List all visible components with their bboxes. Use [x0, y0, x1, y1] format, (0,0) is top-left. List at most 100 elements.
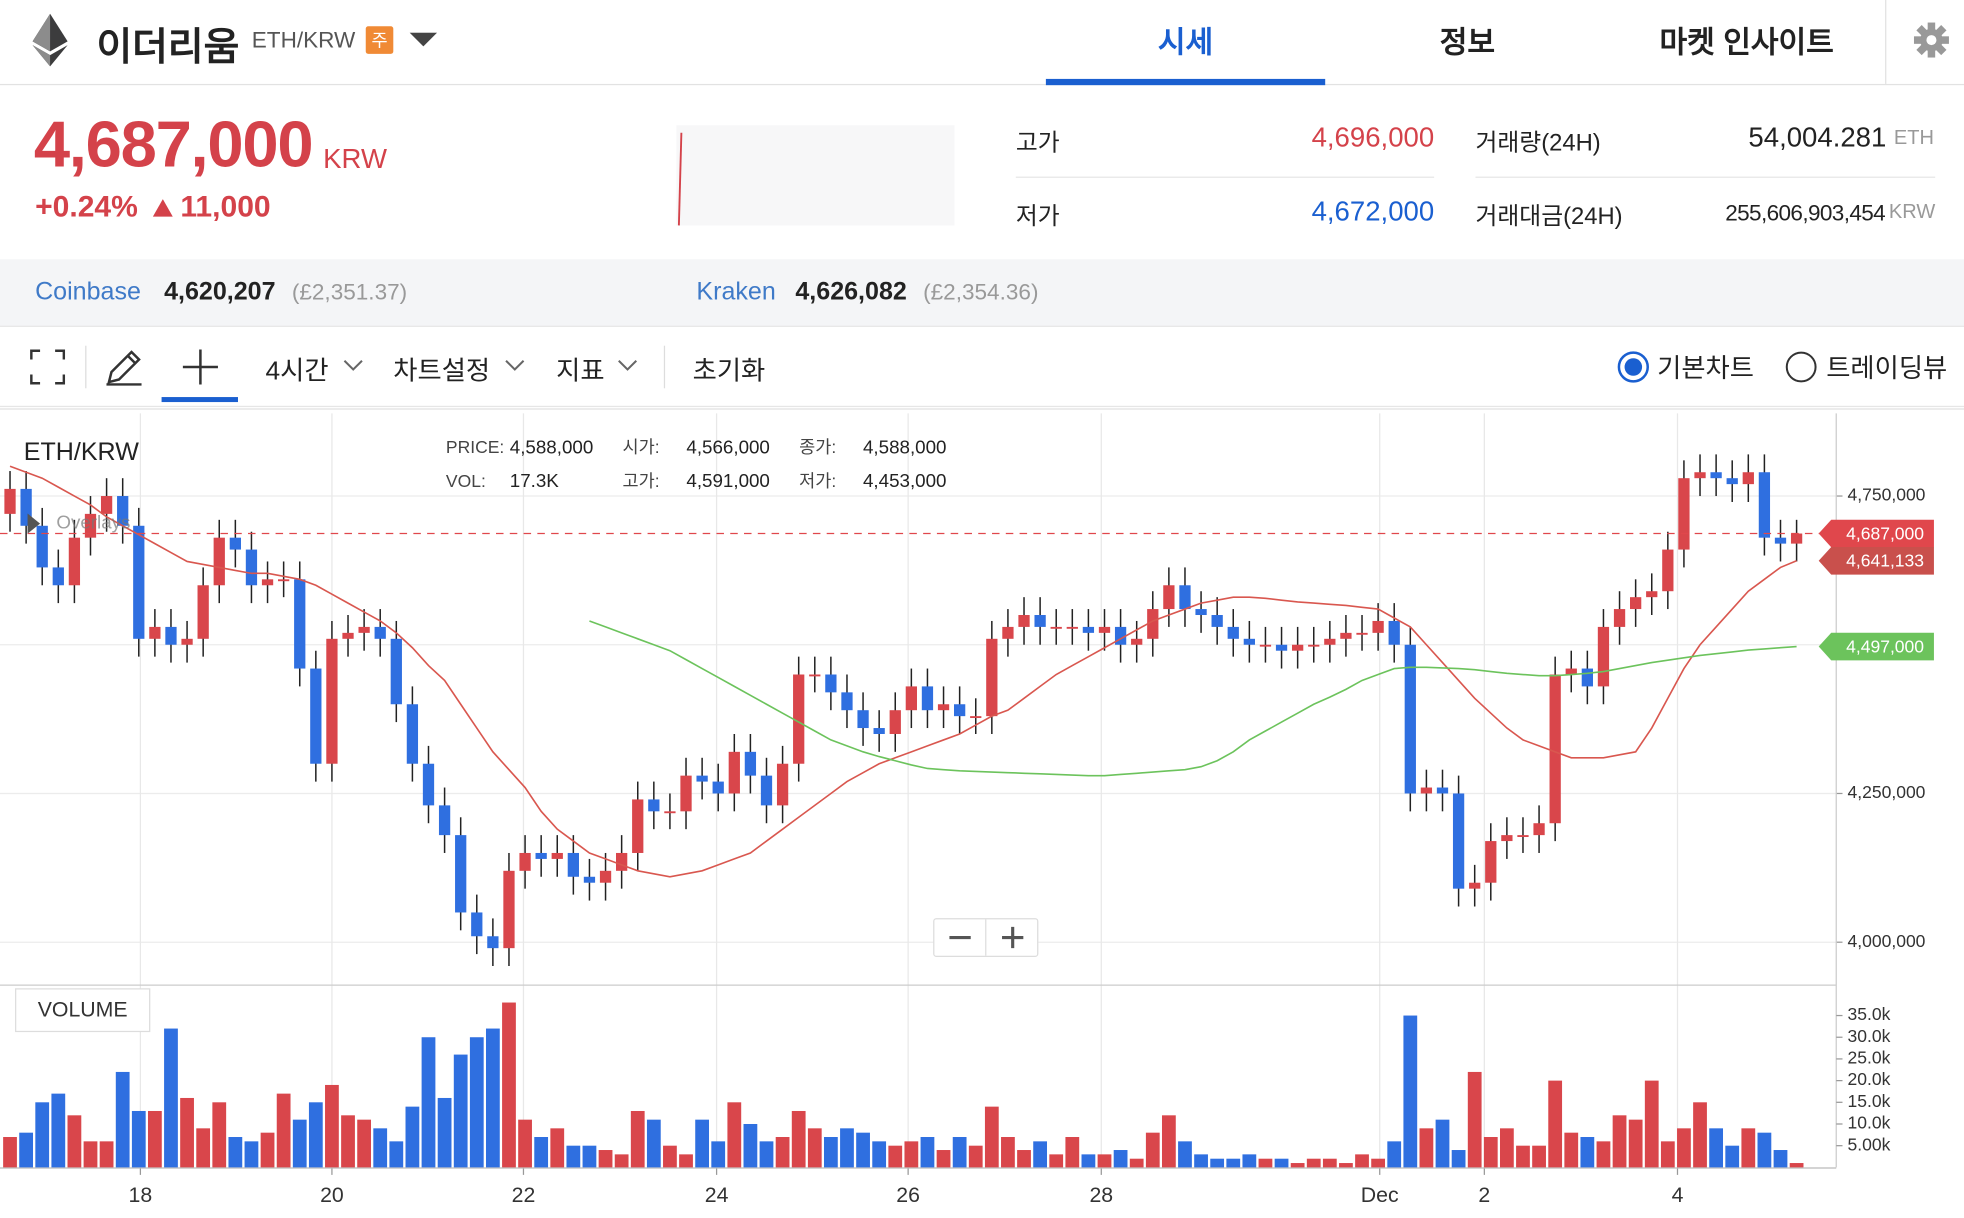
- info-label: PRICE:: [446, 437, 504, 457]
- x-tick-label: 18: [129, 1183, 153, 1207]
- crosshair-icon[interactable]: [182, 348, 220, 386]
- candle-body: [1066, 626, 1078, 629]
- volume-bar: [1033, 1141, 1048, 1168]
- volume-bar: [1499, 1128, 1514, 1168]
- v-tick-label: 5.00k: [1848, 1134, 1891, 1154]
- tool-underline: [161, 397, 238, 403]
- candle-body: [374, 626, 386, 639]
- candle-body: [1694, 472, 1706, 479]
- volume-bar: [1548, 1080, 1563, 1168]
- volume-bar: [1628, 1119, 1643, 1168]
- candle-body: [36, 525, 48, 568]
- mode[interactable]: 트레이딩뷰: [1826, 354, 1948, 384]
- v-tick-label: 35.0k: [1848, 1004, 1891, 1024]
- candle-body: [970, 716, 982, 719]
- candle-body: [1163, 585, 1175, 610]
- candle-body: [873, 728, 885, 734]
- dropdown-caret[interactable]: [409, 32, 438, 48]
- volume-bar: [437, 1097, 452, 1168]
- volume-bar: [614, 1154, 629, 1168]
- tab[interactable]: 시세: [1157, 26, 1214, 61]
- candle-body: [905, 686, 917, 711]
- volume-bar: [1773, 1150, 1788, 1168]
- volume-bar: [1757, 1132, 1772, 1168]
- volume-bar: [1065, 1137, 1080, 1168]
- volume-bar: [453, 1054, 468, 1168]
- indicators[interactable]: 지표: [556, 356, 605, 386]
- candle-body: [1227, 626, 1239, 639]
- volume-bar: [1017, 1150, 1031, 1168]
- price-tag: [1818, 547, 1934, 575]
- exchange-bar: [0, 259, 1964, 327]
- candle-body: [1034, 615, 1046, 627]
- volume-bar: [550, 1128, 565, 1168]
- reset[interactable]: 초기화: [692, 356, 766, 386]
- volume-bar: [1677, 1128, 1691, 1168]
- x-tick-label: 24: [705, 1183, 729, 1207]
- volume-bar: [1194, 1154, 1208, 1168]
- exchange-price: 4,626,082: [795, 278, 907, 306]
- candle-body: [52, 567, 64, 586]
- candle-body: [1098, 626, 1111, 633]
- volume-bar: [807, 1128, 822, 1168]
- chart-settings[interactable]: 차트설정: [393, 356, 491, 386]
- volume-bar: [1242, 1154, 1257, 1168]
- interval[interactable]: 4시간: [265, 356, 329, 386]
- overlay-toggle: [27, 513, 41, 534]
- candle-body: [889, 710, 901, 734]
- chart-background: [0, 408, 1964, 1218]
- exchange-gbp: (£2,351.37): [291, 279, 408, 305]
- candle-body: [294, 579, 306, 669]
- volume-bar: [856, 1132, 870, 1168]
- volume-bar: [1001, 1137, 1015, 1168]
- fullscreen-icon[interactable]: [30, 349, 66, 385]
- info-value: 4,453,000: [863, 470, 946, 491]
- mode[interactable]: 기본차트: [1657, 354, 1754, 384]
- candle-body: [1292, 644, 1304, 651]
- volume-label-box: [15, 988, 151, 1033]
- settings-icon[interactable]: [1913, 22, 1949, 58]
- divider: [1885, 0, 1887, 84]
- zoom-in[interactable]: [1002, 926, 1024, 949]
- candle-body: [1742, 472, 1754, 485]
- volume-bar: [1339, 1163, 1353, 1168]
- volume-bar: [389, 1141, 404, 1168]
- change: 11,000: [180, 190, 271, 225]
- stat-value: 255,606,903,454: [1725, 200, 1886, 226]
- candle-body: [471, 912, 483, 937]
- stat-label: 고가: [1015, 130, 1060, 157]
- volume-bar: [1467, 1071, 1482, 1168]
- volume-bar: [534, 1137, 549, 1168]
- volume-bar: [1483, 1137, 1498, 1168]
- candle-body: [1758, 472, 1771, 538]
- candle-body: [1662, 549, 1674, 592]
- radio[interactable]: [1785, 351, 1818, 384]
- candle-body: [1018, 615, 1030, 627]
- candle-body: [1420, 787, 1433, 794]
- volume-bar: [51, 1093, 66, 1168]
- volume-bar: [35, 1102, 50, 1168]
- volume-bar: [115, 1071, 130, 1168]
- chart-title: ETH/KRW: [24, 438, 139, 466]
- draw-icon[interactable]: [105, 348, 143, 386]
- divider: [663, 345, 666, 389]
- candle-body: [229, 537, 241, 550]
- v-tick-label: 15.0k: [1848, 1091, 1891, 1111]
- info-value: 17.3K: [510, 470, 560, 491]
- volume-bar: [1178, 1141, 1192, 1168]
- volume-bar: [1161, 1115, 1176, 1168]
- radio-checked[interactable]: [1617, 351, 1650, 384]
- volume-bar: [147, 1110, 162, 1168]
- divider: [85, 345, 87, 389]
- tab[interactable]: 마켓 인사이트: [1659, 26, 1834, 61]
- tab[interactable]: 정보: [1439, 26, 1496, 61]
- volume-bar: [1274, 1158, 1289, 1168]
- candle-body: [1340, 632, 1352, 639]
- volume-bar: [936, 1150, 951, 1168]
- candle-body: [1050, 626, 1062, 629]
- volume-bar: [341, 1115, 355, 1168]
- volume-bar: [646, 1119, 661, 1168]
- volume-bar: [1580, 1137, 1595, 1168]
- candle-body: [825, 674, 837, 693]
